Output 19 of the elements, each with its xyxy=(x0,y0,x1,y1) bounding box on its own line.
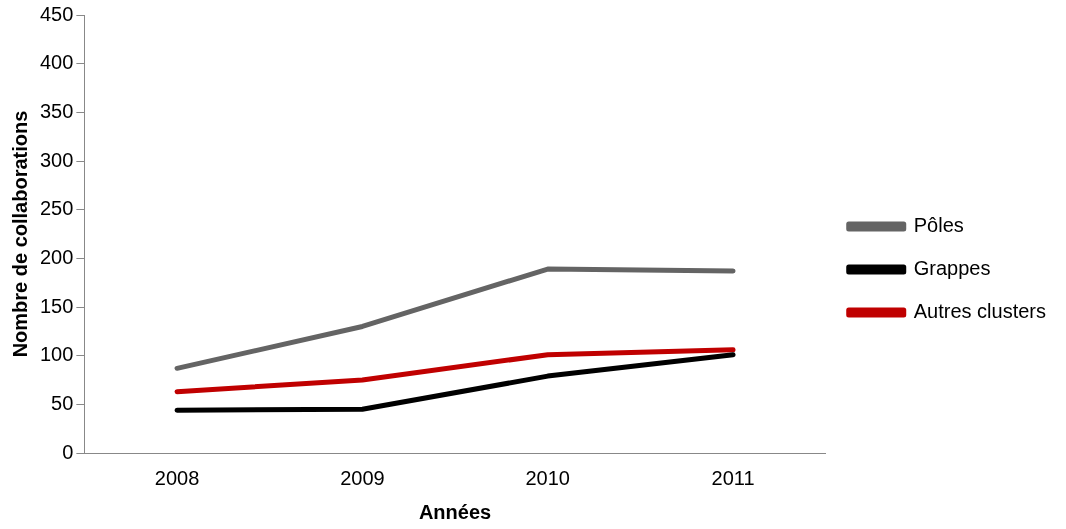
x-tick-label: 2009 xyxy=(340,466,385,489)
y-tick-label: 300 xyxy=(39,148,74,171)
y-tick-label: 0 xyxy=(62,440,74,463)
y-tick-label: 200 xyxy=(39,245,74,268)
y-tick-label: 50 xyxy=(51,391,74,414)
y-tick-label: 350 xyxy=(39,99,74,122)
y-tick-label: 450 xyxy=(39,2,74,25)
x-tick-label: 2008 xyxy=(154,466,200,489)
y-axis-title: Nombre de collaborations xyxy=(8,110,31,358)
x-axis-title: Années xyxy=(418,500,492,523)
x-tick-label: 2010 xyxy=(525,466,570,489)
y-tick-label: 250 xyxy=(39,197,74,220)
y-tick-label: 150 xyxy=(39,294,74,317)
y-tick-label: 100 xyxy=(39,343,74,366)
legend-label: Pôles xyxy=(913,214,964,237)
x-tick-label: 2011 xyxy=(711,466,755,489)
legend-label: Autres clusters xyxy=(913,300,1046,323)
y-tick-label: 400 xyxy=(39,51,74,74)
legend-label: Grappes xyxy=(913,257,991,280)
